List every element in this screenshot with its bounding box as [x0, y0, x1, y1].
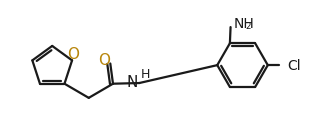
Text: $_2$: $_2$ [245, 19, 252, 32]
Text: O: O [68, 47, 79, 62]
Text: N: N [126, 75, 138, 90]
Text: Cl: Cl [287, 59, 300, 73]
Text: NH: NH [233, 17, 254, 31]
Text: O: O [98, 53, 110, 68]
Text: H: H [140, 68, 150, 81]
